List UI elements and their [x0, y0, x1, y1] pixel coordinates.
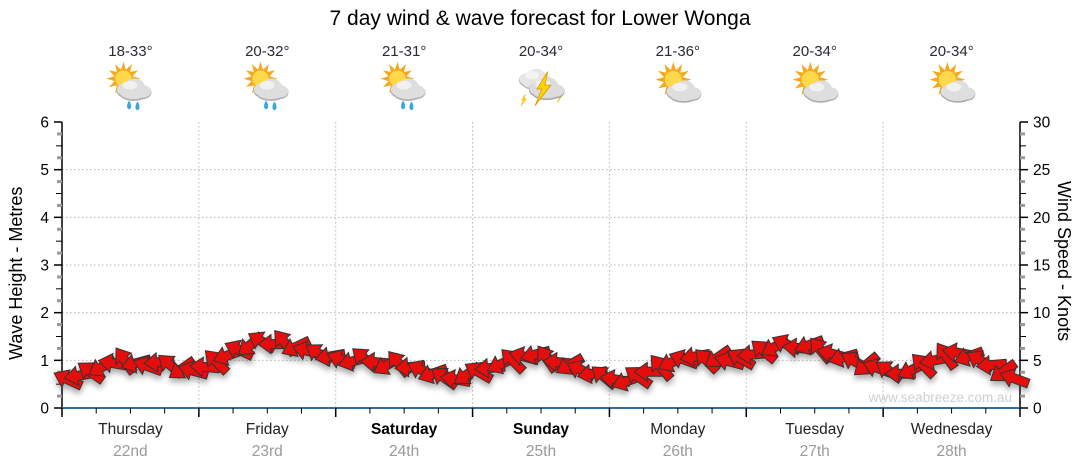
sun-cloud-icon [787, 61, 843, 114]
right-tick-label: 10 [1033, 305, 1051, 322]
right-tick-label: 30 [1033, 115, 1051, 132]
temperature-range-label: 21-31° [381, 43, 427, 60]
temperature-range-label: 20-34° [518, 43, 564, 60]
left-tick-label: 1 [40, 353, 49, 370]
sun-cloud-rain-icon [239, 61, 295, 114]
sun-cloud-rain-icon [102, 61, 158, 114]
right-tick-label: 15 [1033, 258, 1050, 275]
wind-arrow [464, 361, 495, 384]
left-tick-label: 6 [40, 115, 49, 132]
wind-arrow [726, 348, 757, 371]
sun-cloud-rain-icon [376, 61, 432, 114]
left-tick-label: 5 [40, 162, 49, 179]
day-date-label: 26th [662, 443, 693, 460]
watermark: www.seabreeze.com.au [868, 390, 1012, 405]
temperature-range-label: 20-34° [929, 43, 974, 60]
left-tick-label: 4 [40, 210, 49, 227]
wind-arrow [911, 353, 938, 380]
day-name-label: Friday [245, 421, 289, 438]
wind-arrow [624, 367, 654, 390]
storm-icon [513, 62, 569, 114]
right-tick-label: 20 [1033, 210, 1051, 227]
right-tick-label: 0 [1033, 401, 1042, 418]
wind-arrow [204, 350, 231, 376]
day-date-label: 22nd [113, 443, 148, 460]
wind-arrow [501, 349, 527, 375]
chart-title: 7 day wind & wave forecast for Lower Won… [329, 7, 751, 30]
day-date-label: 27th [799, 443, 830, 460]
left-tick-label: 3 [40, 258, 49, 275]
right-tick-label: 5 [1033, 353, 1042, 370]
day-date-label: 28th [936, 443, 967, 460]
day-name-label: Sunday [513, 421, 569, 438]
day-name-label: Tuesday [785, 421, 845, 438]
wind-arrow [975, 354, 1008, 376]
sun-cloud-icon [924, 61, 980, 114]
right-tick-label: 25 [1033, 162, 1050, 179]
day-name-label: Wednesday [910, 421, 993, 438]
day-date-label: 24th [389, 443, 420, 460]
left-tick-label: 2 [40, 305, 49, 322]
day-name-label: Thursday [98, 421, 163, 438]
wind-arrow [999, 368, 1031, 389]
day-date-label: 25th [525, 443, 557, 460]
sun-cloud-icon [650, 61, 706, 114]
wind-arrows-layer [53, 330, 1031, 392]
temperature-range-label: 21-36° [655, 43, 701, 60]
day-name-label: Saturday [370, 421, 438, 438]
temperature-range-label: 18-33° [108, 43, 153, 60]
left-tick-label: 0 [40, 401, 49, 418]
temperature-range-label: 20-34° [792, 43, 837, 60]
day-date-label: 23rd [251, 443, 283, 460]
day-name-label: Monday [650, 421, 706, 438]
temperature-range-label: 20-32° [245, 43, 290, 60]
